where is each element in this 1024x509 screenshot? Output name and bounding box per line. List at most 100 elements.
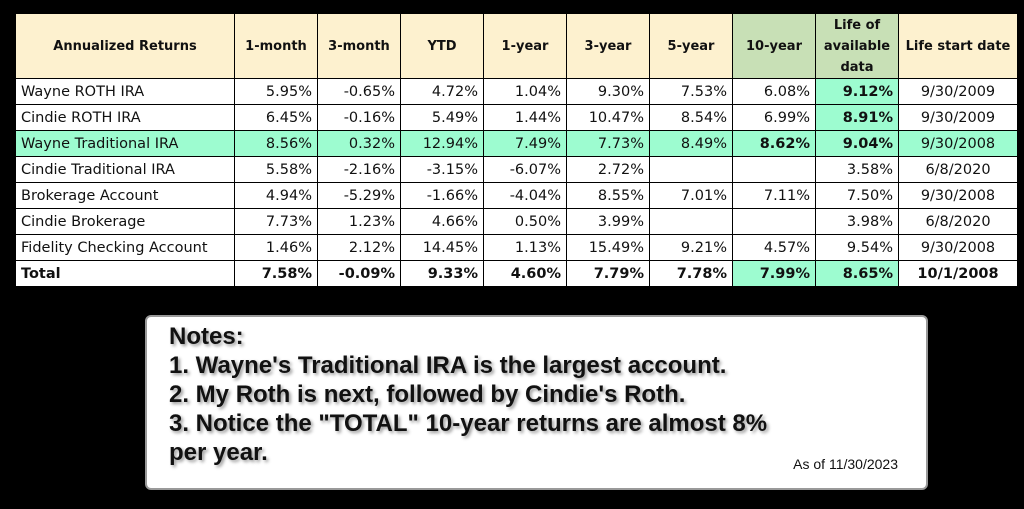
table-cell: 9.12% [815, 78, 899, 105]
table-cell: 7.58% [234, 260, 318, 287]
table-cell: 0.32% [317, 130, 401, 157]
table-cell: 7.01% [649, 182, 733, 209]
column-header: YTD [400, 13, 484, 79]
column-header: 3-year [566, 13, 650, 79]
table-cell: 9.04% [815, 130, 899, 157]
table-cell: 1.13% [483, 234, 567, 261]
table-cell: 5.95% [234, 78, 318, 105]
table-cell: -0.09% [317, 260, 401, 287]
table-cell: -1.66% [400, 182, 484, 209]
table-cell: 7.49% [483, 130, 567, 157]
table-cell: 1.46% [234, 234, 318, 261]
table-cell: 7.73% [234, 208, 318, 235]
table-cell: 9.33% [400, 260, 484, 287]
table-cell: 7.11% [732, 182, 816, 209]
account-name: Cindie Brokerage [15, 208, 235, 235]
table-cell: -4.04% [483, 182, 567, 209]
table-cell: 8.65% [815, 260, 899, 287]
table-cell: 8.49% [649, 130, 733, 157]
note-line: per year. [169, 439, 268, 466]
table-cell: 3.98% [815, 208, 899, 235]
table-cell: 12.94% [400, 130, 484, 157]
table-cell: -0.65% [317, 78, 401, 105]
table-cell: 5.49% [400, 104, 484, 131]
column-header: Annualized Returns [15, 13, 235, 79]
table-cell [649, 156, 733, 183]
table-cell [732, 156, 816, 183]
table-cell: 10/1/2008 [898, 260, 1018, 287]
table-cell: 4.66% [400, 208, 484, 235]
table-cell: 4.94% [234, 182, 318, 209]
table-cell: 10.47% [566, 104, 650, 131]
table-cell: 6.99% [732, 104, 816, 131]
table-cell: 9/30/2009 [898, 104, 1018, 131]
account-name: Total [15, 260, 235, 287]
account-name: Wayne ROTH IRA [15, 78, 235, 105]
table-cell: 3.58% [815, 156, 899, 183]
table-cell: 9.54% [815, 234, 899, 261]
table-cell: 7.73% [566, 130, 650, 157]
table-cell: 8.56% [234, 130, 318, 157]
table-cell: -0.16% [317, 104, 401, 131]
table-cell: 4.57% [732, 234, 816, 261]
account-name: Cindie ROTH IRA [15, 104, 235, 131]
table-row: Brokerage Account 4.94% -5.29% -1.66% -4.04%… [15, 182, 1018, 209]
table-row: Total 7.58% -0.09% 9.33% 4.60% 7.79% 7.78% 7.99… [15, 260, 1018, 287]
table-cell [649, 208, 733, 235]
table-cell: 6.08% [732, 78, 816, 105]
note-line: 2. My Roth is next, followed by Cindie's… [169, 381, 686, 408]
table-cell: 8.62% [732, 130, 816, 157]
table-cell: 6/8/2020 [898, 156, 1018, 183]
table-row: Wayne ROTH IRA 5.95% -0.65% 4.72% 1.04% 9.30%… [15, 78, 1018, 105]
table-cell: 7.99% [732, 260, 816, 287]
column-header: Life of available data [815, 13, 899, 79]
table-cell: -5.29% [317, 182, 401, 209]
table-cell: 1.23% [317, 208, 401, 235]
note-line: 1. Wayne's Traditional IRA is the larges… [169, 352, 727, 379]
table-cell: 7.79% [566, 260, 650, 287]
table-cell [732, 208, 816, 235]
column-header: 10-year [732, 13, 816, 79]
table-cell: 7.53% [649, 78, 733, 105]
table-row: Cindie ROTH IRA 6.45% -0.16% 5.49% 1.44% 10.4… [15, 104, 1018, 131]
column-header: 5-year [649, 13, 733, 79]
table-cell: 9/30/2009 [898, 78, 1018, 105]
column-header: Life start date [898, 13, 1018, 79]
table-row: Fidelity Checking Account 1.46% 2.12% 14.45… [15, 234, 1018, 261]
table-cell: 9/30/2008 [898, 182, 1018, 209]
table-cell: 6/8/2020 [898, 208, 1018, 235]
table-cell: 7.78% [649, 260, 733, 287]
table-cell: 9/30/2008 [898, 234, 1018, 261]
table-cell: 9.30% [566, 78, 650, 105]
table-cell: 7.50% [815, 182, 899, 209]
notes-title: Notes: [169, 323, 244, 350]
table-row: Cindie Brokerage 7.73% 1.23% 4.66% 0.50% 3.99… [15, 208, 1018, 235]
table-cell: -3.15% [400, 156, 484, 183]
table-cell: -2.16% [317, 156, 401, 183]
table-cell: 5.58% [234, 156, 318, 183]
table-cell: 1.04% [483, 78, 567, 105]
table-row: Wayne Traditional IRA 8.56% 0.32% 12.94% 7.4… [15, 130, 1018, 157]
account-name: Wayne Traditional IRA [15, 130, 235, 157]
table-cell: 4.60% [483, 260, 567, 287]
table-cell: 14.45% [400, 234, 484, 261]
header-row: Annualized Returns 1-month 3-month YTD 1-yea… [15, 13, 1018, 79]
table-cell: 6.45% [234, 104, 318, 131]
table-cell: 4.72% [400, 78, 484, 105]
column-header: 3-month [317, 13, 401, 79]
annualized-returns-table: Annualized Returns 1-month 3-month YTD 1-yea… [15, 13, 1018, 287]
column-header: 1-year [483, 13, 567, 79]
column-header: 1-month [234, 13, 318, 79]
table-cell: 2.12% [317, 234, 401, 261]
table-cell: 8.91% [815, 104, 899, 131]
table-cell: 8.54% [649, 104, 733, 131]
table-cell: 1.44% [483, 104, 567, 131]
table-cell: 3.99% [566, 208, 650, 235]
table-cell: 9/30/2008 [898, 130, 1018, 157]
table-cell: 0.50% [483, 208, 567, 235]
account-name: Cindie Traditional IRA [15, 156, 235, 183]
table-cell: 8.55% [566, 182, 650, 209]
notes-box: Notes: 1. Wayne's Traditional IRA is the… [145, 315, 928, 490]
account-name: Fidelity Checking Account [15, 234, 235, 261]
note-line: 3. Notice the "TOTAL" 10-year returns ar… [169, 410, 768, 437]
